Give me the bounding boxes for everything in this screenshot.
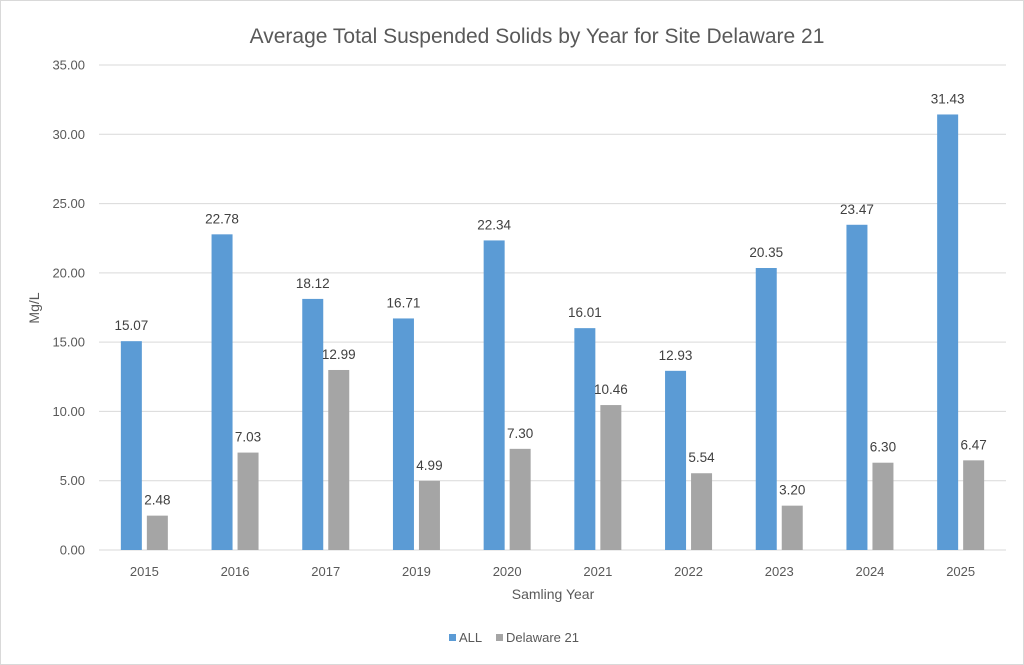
data-label-all-2022: 12.93 xyxy=(659,348,693,363)
y-tick-label: 20.00 xyxy=(52,265,85,280)
bar-all-2016 xyxy=(211,234,233,550)
data-label-delaware-21-2023: 3.20 xyxy=(779,483,805,498)
x-tick-label: 2017 xyxy=(311,564,340,579)
x-tick-label: 2023 xyxy=(765,564,794,579)
y-tick-label: 15.00 xyxy=(52,335,85,350)
data-label-delaware-21-2015: 2.48 xyxy=(144,493,170,508)
x-tick-label: 2021 xyxy=(583,564,612,579)
bar-delaware-21-2021 xyxy=(600,405,622,550)
bar-delaware-21-2025 xyxy=(963,460,985,550)
x-tick-label: 2016 xyxy=(221,564,250,579)
bar-all-2023 xyxy=(755,268,777,550)
bar-all-2024 xyxy=(846,224,868,550)
y-tick-label: 5.00 xyxy=(60,473,85,488)
legend-label-all: ALL xyxy=(459,630,482,645)
data-label-delaware-21-2019: 4.99 xyxy=(416,458,442,473)
bar-all-2019 xyxy=(392,318,414,550)
data-label-all-2021: 16.01 xyxy=(568,305,602,320)
bar-delaware-21-2017 xyxy=(328,369,350,550)
data-label-all-2023: 20.35 xyxy=(749,245,783,260)
bar-all-2017 xyxy=(302,298,324,550)
x-axis-title: Samling Year xyxy=(512,586,595,602)
data-label-delaware-21-2020: 7.30 xyxy=(507,426,533,441)
chart-title: Average Total Suspended Solids by Year f… xyxy=(250,25,825,48)
x-tick-label: 2019 xyxy=(402,564,431,579)
data-labels: 15.07 2.48 22.78 7.03 18.12 12.99 16.71 4.99 22.… xyxy=(114,91,986,507)
data-label-delaware-21-2025: 6.47 xyxy=(961,437,987,452)
y-tick-label: 35.00 xyxy=(52,58,85,73)
x-axis-ticks: 2015 2016 2017 2019 2020 2021 2022 2023 2024 2025 xyxy=(130,564,975,579)
data-label-all-2017: 18.12 xyxy=(296,276,330,291)
gridlines xyxy=(99,64,1006,551)
y-tick-label: 30.00 xyxy=(52,127,85,142)
x-tick-label: 2024 xyxy=(855,564,884,579)
bar-delaware-21-2019 xyxy=(418,480,440,550)
bars xyxy=(120,114,985,550)
x-tick-label: 2025 xyxy=(946,564,975,579)
data-label-all-2020: 22.34 xyxy=(477,217,511,232)
bar-delaware-21-2016 xyxy=(237,452,259,550)
data-label-all-2016: 22.78 xyxy=(205,211,239,226)
bar-delaware-21-2024 xyxy=(872,462,894,550)
x-tick-label: 2022 xyxy=(674,564,703,579)
bar-all-2025 xyxy=(937,114,959,550)
data-label-all-2019: 16.71 xyxy=(387,295,421,310)
legend-swatch-all xyxy=(449,634,456,641)
bar-delaware-21-2023 xyxy=(781,505,803,550)
x-tick-label: 2020 xyxy=(493,564,522,579)
data-label-delaware-21-2024: 6.30 xyxy=(870,440,896,455)
bar-all-2015 xyxy=(120,341,142,550)
bar-all-2022 xyxy=(665,370,687,550)
y-tick-label: 10.00 xyxy=(52,404,85,419)
data-label-all-2025: 31.43 xyxy=(931,91,965,106)
data-label-all-2024: 23.47 xyxy=(840,202,874,217)
legend-swatch-delaware-21 xyxy=(496,634,503,641)
data-label-all-2015: 15.07 xyxy=(114,318,148,333)
bar-delaware-21-2022 xyxy=(691,473,713,550)
legend: ALL Delaware 21 xyxy=(449,630,579,645)
bar-all-2020 xyxy=(483,240,505,550)
data-label-delaware-21-2022: 5.54 xyxy=(688,450,715,465)
bar-delaware-21-2015 xyxy=(146,515,168,550)
data-label-delaware-21-2016: 7.03 xyxy=(235,430,261,445)
legend-label-delaware-21: Delaware 21 xyxy=(506,630,579,645)
x-tick-label: 2015 xyxy=(130,564,159,579)
bar-delaware-21-2020 xyxy=(509,448,531,550)
data-label-delaware-21-2017: 12.99 xyxy=(322,347,356,362)
y-axis-ticks: 0.00 5.00 10.00 15.00 20.00 25.00 30.00 35.00 xyxy=(52,58,85,558)
data-label-delaware-21-2021: 10.46 xyxy=(594,382,628,397)
y-axis-title: Mg/L xyxy=(26,292,42,323)
y-tick-label: 25.00 xyxy=(52,196,85,211)
y-tick-label: 0.00 xyxy=(60,543,85,558)
bar-all-2021 xyxy=(574,328,596,550)
